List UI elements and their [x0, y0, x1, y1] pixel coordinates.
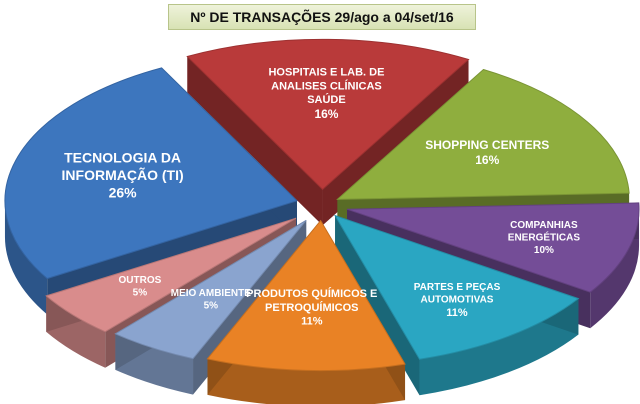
slice-top-4 [114, 219, 307, 360]
slice-label-7-2: SAÚDE [307, 93, 346, 106]
slice-label-3-0: PRODUTOS QUÍMICOS E [246, 287, 377, 300]
slice-percent-2: 11% [446, 307, 468, 319]
chart-title: Nº DE TRANSAÇÕES 29/ago a 04/set/16 [168, 4, 476, 30]
slice-label-7-1: ANALISES CLÍNICAS [271, 79, 382, 92]
slice-percent-6: 26% [109, 185, 138, 201]
slice-top-3 [206, 219, 406, 372]
slice-percent-3: 11% [301, 316, 323, 328]
slice-side-2 [419, 298, 579, 396]
slice-wall-2-1 [335, 215, 420, 396]
slice-percent-4: 5% [204, 301, 219, 312]
slice-label-0-0: SHOPPING CENTERS [425, 138, 549, 152]
pie-labels: SHOPPING CENTERS16%COMPANHIASENERGÉTICAS… [62, 67, 581, 328]
slice-label-2-1: AUTOMOTIVAS [421, 294, 494, 305]
slice-label-4-0: MEIO AMBIENTE [171, 288, 252, 299]
slice-top-5 [45, 217, 297, 333]
slice-label-7-0: HOSPITAIS E LAB. DE [268, 67, 384, 79]
pie-tops [4, 38, 640, 372]
slice-percent-7: 16% [314, 107, 338, 121]
slice-percent-5: 5% [133, 287, 148, 298]
slice-label-1-0: COMPANHIAS [510, 220, 578, 231]
slice-wall-7-0 [187, 56, 323, 226]
slice-label-1-1: ENERGÉTICAS [508, 231, 581, 244]
slice-label-6-0: TECNOLOGIA DA [64, 150, 181, 166]
slice-side-1 [590, 209, 640, 329]
slice-label-2-0: PARTES E PEÇAS [414, 282, 501, 293]
slice-top-6 [4, 67, 298, 280]
slice-top-2 [334, 214, 580, 360]
slice-percent-0: 16% [475, 153, 499, 167]
slice-label-5-0: OUTROS [119, 275, 162, 286]
slice-top-7 [186, 38, 470, 191]
slice-side-3 [207, 358, 406, 404]
slice-label-6-1: INFORMAÇÃO (TI) [62, 166, 184, 183]
slice-percent-1: 10% [534, 245, 554, 256]
slice-top-1 [346, 202, 640, 293]
slice-top-0 [336, 68, 630, 200]
slice-label-3-1: PETROQUÍMICOS [265, 301, 359, 314]
